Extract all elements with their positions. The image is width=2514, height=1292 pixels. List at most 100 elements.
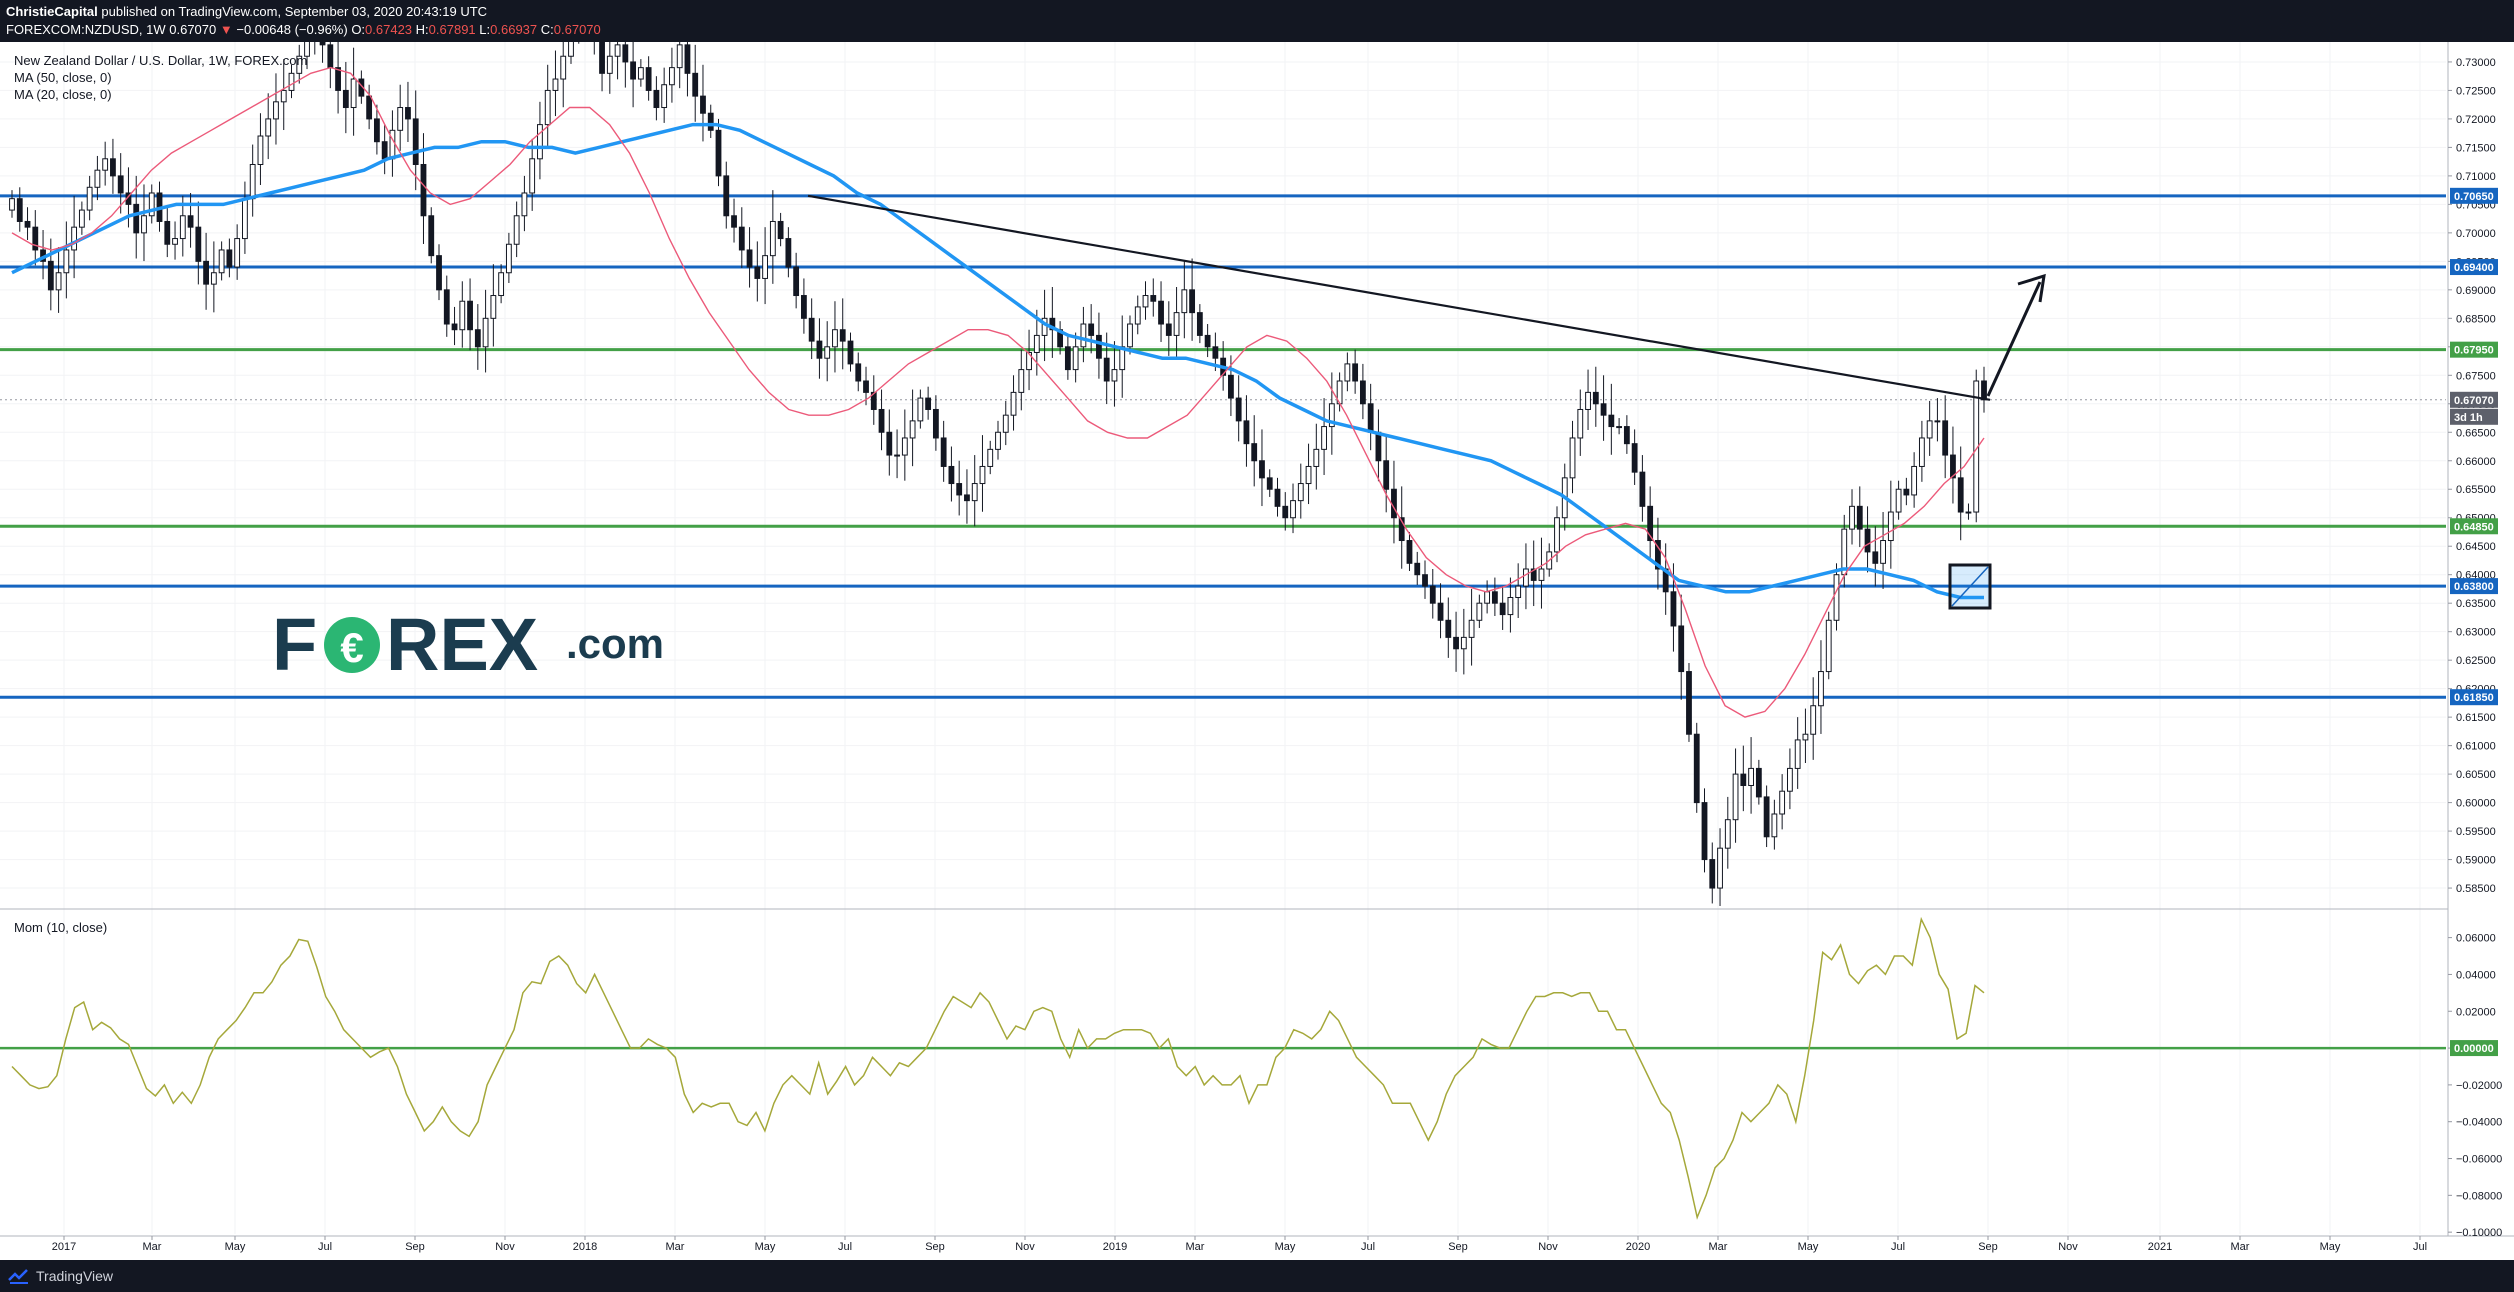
candle[interactable]: [1569, 420, 1576, 494]
candle[interactable]: [599, 42, 605, 92]
candle[interactable]: [1165, 301, 1172, 356]
candle[interactable]: [1352, 349, 1359, 394]
candle[interactable]: [451, 306, 458, 346]
candle[interactable]: [707, 104, 714, 139]
candle[interactable]: [1530, 540, 1537, 607]
candle[interactable]: [1088, 304, 1095, 354]
candle[interactable]: [847, 332, 854, 372]
candle[interactable]: [1266, 469, 1273, 497]
candle[interactable]: [428, 207, 435, 264]
candle[interactable]: [55, 247, 62, 313]
candle[interactable]: [459, 281, 466, 348]
candle[interactable]: [1616, 418, 1623, 435]
candle[interactable]: [63, 221, 70, 299]
tradingview-brand[interactable]: TradingView: [8, 1267, 113, 1285]
candle[interactable]: [1655, 517, 1661, 590]
candle[interactable]: [86, 175, 93, 221]
candle[interactable]: [117, 153, 124, 214]
candle[interactable]: [1406, 531, 1413, 572]
candle[interactable]: [1600, 375, 1607, 441]
candle[interactable]: [148, 184, 155, 224]
candle[interactable]: [1422, 560, 1428, 599]
candle[interactable]: [210, 241, 217, 313]
candle[interactable]: [242, 181, 248, 254]
candle[interactable]: [1662, 543, 1669, 615]
candle[interactable]: [110, 138, 116, 194]
candle[interactable]: [319, 42, 326, 63]
candle[interactable]: [71, 195, 78, 279]
candle[interactable]: [1018, 349, 1025, 411]
candle[interactable]: [467, 278, 473, 351]
candle[interactable]: [824, 321, 831, 382]
candle[interactable]: [1686, 663, 1692, 742]
candle[interactable]: [1833, 563, 1840, 631]
candle[interactable]: [1701, 788, 1708, 873]
candle[interactable]: [1033, 309, 1040, 376]
candle[interactable]: [1134, 295, 1141, 335]
candle[interactable]: [1872, 526, 1879, 587]
candle[interactable]: [1523, 543, 1529, 610]
candle[interactable]: [47, 238, 54, 311]
candle[interactable]: [630, 42, 637, 108]
candle[interactable]: [1158, 281, 1164, 342]
candle[interactable]: [754, 241, 761, 302]
candle[interactable]: [195, 201, 202, 285]
candle[interactable]: [327, 42, 334, 89]
candle[interactable]: [40, 230, 46, 280]
candle[interactable]: [521, 175, 528, 232]
candle[interactable]: [1173, 286, 1180, 359]
candle[interactable]: [1491, 577, 1498, 617]
candle[interactable]: [1825, 611, 1832, 680]
candle[interactable]: [1111, 341, 1118, 407]
candle[interactable]: [1414, 551, 1421, 585]
candle[interactable]: [715, 118, 722, 187]
candle[interactable]: [1880, 512, 1886, 589]
candle[interactable]: [498, 264, 505, 304]
candle[interactable]: [405, 81, 411, 142]
candle[interactable]: [1794, 717, 1801, 789]
candle[interactable]: [16, 187, 23, 232]
candle[interactable]: [141, 184, 147, 262]
candle[interactable]: [1724, 796, 1731, 869]
publisher-name[interactable]: ChristieCapital: [6, 4, 98, 19]
candle[interactable]: [1321, 398, 1327, 475]
candle[interactable]: [692, 44, 699, 122]
up-arrow-icon[interactable]: [1986, 273, 2046, 397]
candle[interactable]: [342, 61, 349, 134]
candle[interactable]: [738, 207, 745, 268]
candle[interactable]: [1786, 748, 1793, 810]
candle[interactable]: [1895, 480, 1902, 520]
candle[interactable]: [1864, 506, 1871, 573]
candle[interactable]: [1049, 286, 1056, 358]
candle[interactable]: [1942, 395, 1949, 479]
candle[interactable]: [576, 42, 581, 44]
candle[interactable]: [474, 304, 481, 370]
candle[interactable]: [1010, 375, 1017, 431]
candle[interactable]: [1981, 366, 1987, 413]
candle[interactable]: [1344, 352, 1351, 392]
candle[interactable]: [1196, 304, 1203, 344]
candle[interactable]: [746, 227, 753, 288]
momentum-legend[interactable]: Mom (10, close): [14, 920, 107, 935]
candle[interactable]: [412, 90, 419, 191]
candle[interactable]: [1119, 315, 1126, 398]
candle[interactable]: [878, 389, 885, 451]
candle[interactable]: [909, 389, 916, 467]
candle[interactable]: [1476, 594, 1483, 628]
candle[interactable]: [637, 59, 644, 87]
candle[interactable]: [1926, 400, 1933, 456]
candle[interactable]: [1080, 306, 1087, 363]
candle[interactable]: [397, 84, 404, 151]
candle[interactable]: [1453, 611, 1459, 672]
candle[interactable]: [1305, 443, 1312, 505]
candle[interactable]: [1585, 369, 1591, 430]
candle[interactable]: [700, 64, 706, 142]
candle[interactable]: [273, 73, 279, 145]
candle[interactable]: [769, 190, 776, 284]
candle[interactable]: [1026, 329, 1032, 391]
candle[interactable]: [653, 76, 660, 121]
candle[interactable]: [1538, 537, 1545, 609]
candle[interactable]: [436, 244, 442, 301]
candle[interactable]: [529, 138, 536, 211]
candle[interactable]: [1771, 799, 1778, 850]
